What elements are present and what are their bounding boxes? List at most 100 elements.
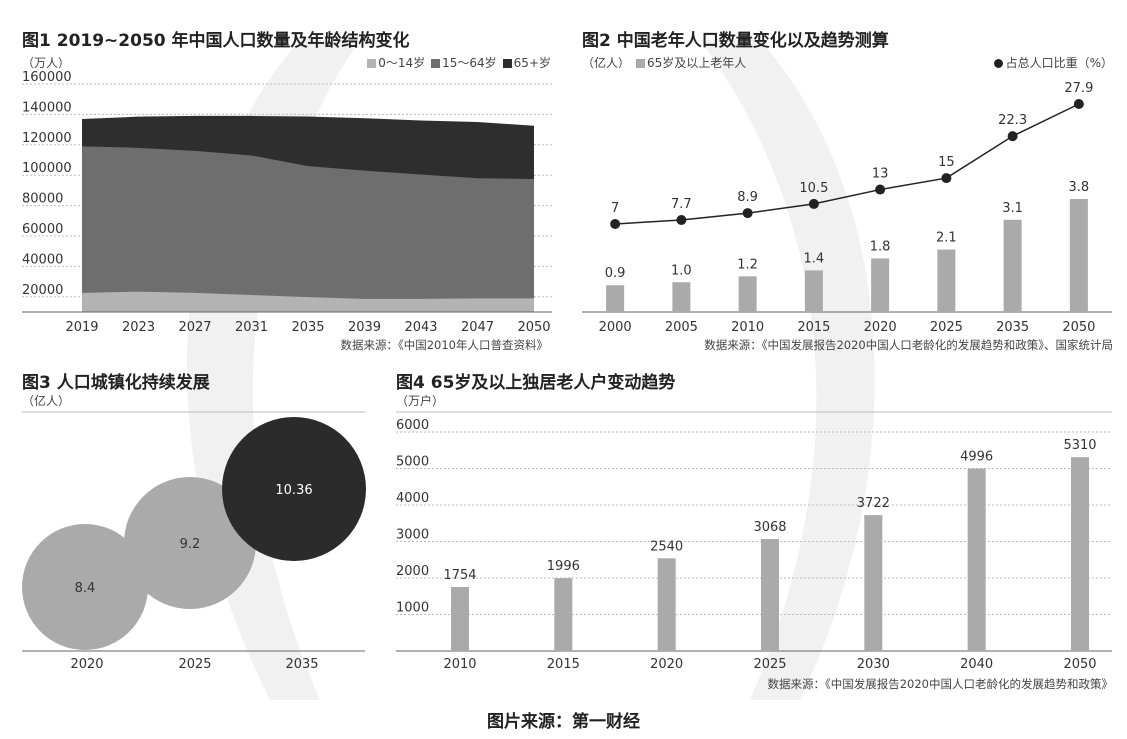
fig4-xtick-3: 2025 <box>753 657 786 672</box>
fig2-point-label-4: 13 <box>872 167 889 182</box>
fig3-bubble-0 <box>22 524 148 650</box>
fig4-bar-label-6: 5310 <box>1063 438 1096 453</box>
fig4-bar-1 <box>554 578 573 651</box>
fig2-xtick-3: 2015 <box>797 320 830 335</box>
fig4-bar-label-1: 1996 <box>547 559 580 574</box>
fig1-xtick-4: 2035 <box>291 320 324 335</box>
fig1-xtick-1: 2023 <box>122 320 155 335</box>
fig2-bar-3 <box>804 270 823 312</box>
fig4-ytick-1: 5000 <box>396 455 429 470</box>
fig4-bar-label-0: 1754 <box>443 568 476 583</box>
fig2-point-1 <box>676 214 687 225</box>
fig3-bubble-label-1: 9.2 <box>180 537 201 552</box>
fig2-point-label-1: 7.7 <box>671 197 692 212</box>
fig2-bar-label-0: 0.9 <box>605 266 626 281</box>
fig4-bar-2 <box>657 558 676 651</box>
fig4-xtick-1: 2015 <box>547 657 580 672</box>
fig4-bar-3 <box>761 539 779 651</box>
fig2-xtick-0: 2000 <box>599 320 632 335</box>
fig2-bar-0 <box>606 285 625 312</box>
fig4-xtick-6: 2050 <box>1063 657 1096 672</box>
fig1-ytick-5: 60000 <box>22 222 63 237</box>
fig4-xtick-2: 2020 <box>650 657 683 672</box>
fig1-legend-item-2: 65+岁 <box>502 54 551 71</box>
fig1-ytick-4: 80000 <box>22 192 63 207</box>
fig4-ytick-5: 1000 <box>396 601 429 616</box>
image-credit: 图片来源：第一财经 <box>487 712 640 732</box>
fig2-bar-4 <box>871 258 890 312</box>
fig2-bar-1 <box>672 282 691 312</box>
fig1-ytick-6: 40000 <box>22 252 63 267</box>
fig3-title: 图3 人口城镇化持续发展 <box>22 373 210 393</box>
fig3-bubble-label-0: 8.4 <box>75 581 96 596</box>
fig1-ytick-7: 20000 <box>22 283 63 298</box>
fig1-xtick-6: 2043 <box>404 320 437 335</box>
fig1-xtick-3: 2031 <box>235 320 268 335</box>
fig4-ytick-3: 3000 <box>396 528 429 543</box>
fig4-bar-6 <box>1071 457 1089 651</box>
fig1-ytick-2: 120000 <box>22 131 72 146</box>
fig3-xtick-0: 2020 <box>70 657 103 672</box>
fig2-xtick-7: 2050 <box>1062 320 1095 335</box>
fig4-unit: （万户） <box>396 394 445 408</box>
fig4-bar-label-2: 2540 <box>650 539 683 554</box>
fig2-bar-label-7: 3.8 <box>1069 180 1090 195</box>
fig4-ytick-2: 4000 <box>396 491 429 506</box>
fig3-bubble-2 <box>222 417 366 561</box>
fig3-xtick-2: 2035 <box>285 657 318 672</box>
fig4-bar-5 <box>967 468 986 651</box>
fig2-bar-label-2: 1.2 <box>737 257 758 272</box>
fig2-point-6 <box>1007 131 1018 142</box>
fig1-legend: 0～14岁 15～64岁 65+岁 <box>367 54 551 71</box>
fig1-xtick-8: 2050 <box>517 320 550 335</box>
fig4-xtick-5: 2040 <box>960 657 993 672</box>
fig2-line <box>615 103 1080 225</box>
fig2-legend-line: 占总人口比重（%） <box>993 54 1113 71</box>
fig2-point-4 <box>875 184 886 195</box>
fig2-bar-label-4: 1.8 <box>870 239 891 254</box>
fig4-bar-label-3: 3068 <box>753 520 786 535</box>
fig4-ytick-4: 2000 <box>396 564 429 579</box>
fig4-bar-label-4: 3722 <box>857 496 890 511</box>
fig2-legend-bar: （亿人） 65岁及以上老年人 <box>582 56 747 70</box>
fig2-point-5 <box>941 173 952 184</box>
fig2-xtick-1: 2005 <box>665 320 698 335</box>
fig1-xtick-7: 2047 <box>461 320 494 335</box>
fig2-bar-label-3: 1.4 <box>804 251 825 266</box>
fig3-xtick-1: 2025 <box>178 657 211 672</box>
fig2-bar-6 <box>1003 219 1022 312</box>
fig4-xtick-4: 2030 <box>857 657 890 672</box>
fig1-ytick-1: 140000 <box>22 100 72 115</box>
fig2-source: 数据来源：《中国发展报告2020中国人口老龄化的发展趋势和政策》、国家统计局 <box>704 338 1113 352</box>
fig2-point-label-2: 8.9 <box>737 190 758 205</box>
fig1-source: 数据来源：《中国2010年人口普查资料》 <box>340 338 548 352</box>
fig4-bar-4 <box>864 515 883 651</box>
fig3-unit: （亿人） <box>22 394 71 408</box>
fig2-bar-7 <box>1069 199 1088 312</box>
fig4-xtick-0: 2010 <box>443 657 476 672</box>
fig4-bar-label-5: 4996 <box>960 450 993 465</box>
fig3-bubble-1 <box>124 477 256 609</box>
fig1-legend-item-1: 15～64岁 <box>431 54 497 71</box>
fig2-point-3 <box>808 198 819 209</box>
fig2-point-label-0: 7 <box>611 201 619 216</box>
fig1-ytick-3: 100000 <box>22 161 72 176</box>
fig2-title: 图2 中国老年人口数量变化以及趋势测算 <box>582 31 889 51</box>
fig4-source: 数据来源：《中国发展报告2020中国人口老龄化的发展趋势和政策》 <box>767 677 1113 691</box>
fig1-ytick-0: 160000 <box>22 70 72 85</box>
fig4-title: 图4 65岁及以上独居老人户变动趋势 <box>396 373 676 393</box>
fig2-bar-label-5: 2.1 <box>936 231 957 246</box>
fig2-point-label-5: 15 <box>938 155 955 170</box>
fig2-xtick-5: 2025 <box>930 320 963 335</box>
fig2-bar-label-1: 1.0 <box>671 263 692 278</box>
fig1-xtick-0: 2019 <box>65 320 98 335</box>
fig1-unit: （万人） <box>22 56 71 70</box>
fig1-title: 图1 2019~2050 年中国人口数量及年龄结构变化 <box>22 31 410 51</box>
fig4-bar-0 <box>451 586 469 651</box>
fig1-xtick-2: 2027 <box>178 320 211 335</box>
fig2-point-label-7: 27.9 <box>1064 81 1093 96</box>
